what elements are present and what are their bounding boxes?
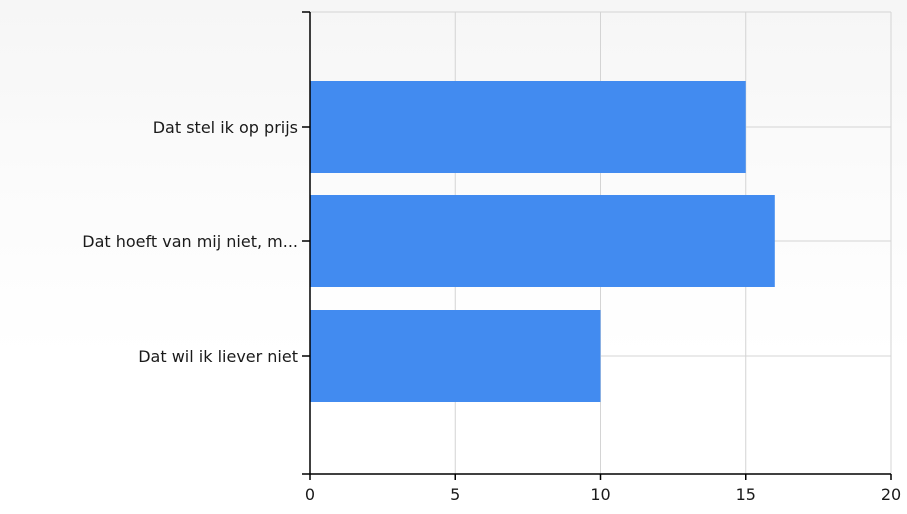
x-tick-label: 10 — [590, 485, 610, 504]
category-label: Dat wil ik liever niet — [138, 347, 298, 366]
bar[interactable] — [310, 310, 601, 402]
labels: Dat stel ik op prijs Dat hoeft van mij ni… — [82, 118, 901, 504]
x-tick-label: 0 — [305, 485, 315, 504]
bar[interactable] — [310, 195, 775, 287]
category-label: Dat stel ik op prijs — [153, 118, 298, 137]
x-tick-label: 15 — [736, 485, 756, 504]
x-tick-label: 20 — [881, 485, 901, 504]
bar[interactable] — [310, 81, 746, 173]
bars — [310, 81, 775, 402]
axes — [302, 11, 892, 480]
x-tick-label: 5 — [450, 485, 460, 504]
category-label: Dat hoeft van mij niet, m... — [82, 232, 298, 251]
